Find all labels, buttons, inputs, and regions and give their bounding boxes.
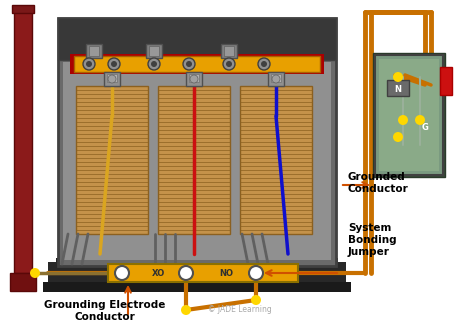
Circle shape: [393, 132, 403, 142]
Bar: [76, 86, 148, 234]
Bar: [58, 18, 336, 60]
Circle shape: [272, 75, 280, 83]
Text: N: N: [394, 85, 401, 94]
Bar: [271, 74, 281, 82]
Text: © JADE Learning: © JADE Learning: [208, 305, 272, 314]
Bar: [86, 44, 102, 58]
Bar: [221, 44, 237, 58]
Bar: [89, 46, 99, 56]
Circle shape: [258, 58, 270, 70]
Text: XO: XO: [151, 270, 164, 279]
Bar: [48, 262, 346, 290]
Text: System
Bonding
Jumper: System Bonding Jumper: [348, 223, 397, 257]
Bar: [70, 54, 324, 74]
Bar: [43, 282, 351, 292]
Bar: [108, 264, 298, 282]
Text: Grounded
Conductor: Grounded Conductor: [348, 172, 409, 194]
Text: NO: NO: [219, 270, 233, 279]
Circle shape: [151, 61, 157, 67]
Circle shape: [249, 266, 263, 280]
Circle shape: [30, 268, 40, 278]
Bar: [58, 18, 336, 266]
Bar: [379, 59, 439, 171]
Bar: [63, 62, 331, 260]
Circle shape: [108, 58, 120, 70]
Circle shape: [148, 58, 160, 70]
Bar: [149, 46, 159, 56]
Circle shape: [398, 115, 408, 125]
Circle shape: [111, 61, 117, 67]
Circle shape: [179, 266, 193, 280]
Bar: [440, 67, 452, 95]
Circle shape: [415, 115, 425, 125]
Bar: [268, 72, 284, 86]
Bar: [186, 72, 202, 86]
Circle shape: [226, 61, 232, 67]
Bar: [146, 44, 162, 58]
Bar: [10, 273, 36, 291]
Bar: [14, 8, 32, 273]
Circle shape: [83, 58, 95, 70]
Bar: [56, 258, 338, 288]
Bar: [158, 86, 230, 234]
Bar: [373, 53, 445, 177]
Circle shape: [115, 266, 129, 280]
Text: G: G: [421, 123, 428, 131]
Bar: [189, 74, 199, 82]
Circle shape: [183, 58, 195, 70]
Circle shape: [261, 61, 267, 67]
Bar: [107, 74, 117, 82]
Bar: [74, 56, 320, 72]
Circle shape: [186, 61, 192, 67]
Circle shape: [86, 61, 92, 67]
Circle shape: [223, 58, 235, 70]
Bar: [387, 80, 409, 96]
Circle shape: [190, 75, 198, 83]
Bar: [224, 46, 234, 56]
Bar: [12, 5, 34, 13]
Bar: [104, 72, 120, 86]
Circle shape: [251, 295, 261, 305]
Circle shape: [181, 305, 191, 315]
Circle shape: [108, 75, 116, 83]
Text: Grounding Electrode
Conductor: Grounding Electrode Conductor: [44, 300, 166, 322]
Bar: [240, 86, 312, 234]
Bar: [375, 55, 443, 175]
Circle shape: [393, 72, 403, 82]
